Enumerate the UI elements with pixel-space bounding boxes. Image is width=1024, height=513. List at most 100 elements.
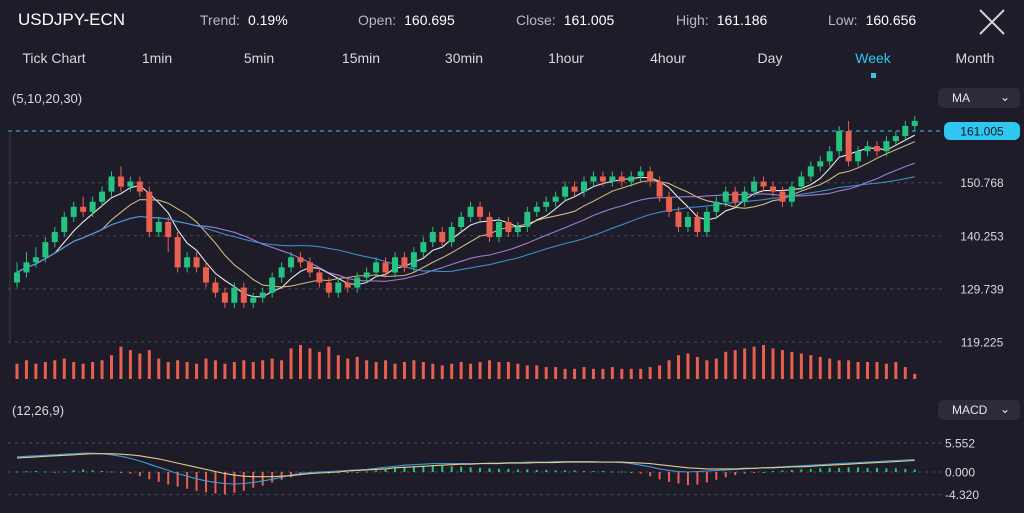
volume-bar [261, 360, 265, 379]
tab-5min[interactable]: 5min [243, 50, 275, 66]
ma-params: (5,10,20,30) [12, 91, 83, 106]
macd-histogram-bar [460, 466, 463, 472]
tab-15min[interactable]: 15min [341, 50, 381, 66]
candle-body [713, 201, 720, 212]
candle-body [628, 176, 635, 182]
macd-histogram-bar [809, 468, 812, 472]
tab-tick-chart[interactable]: Tick Chart [22, 50, 86, 66]
tab-1min[interactable]: 1min [141, 50, 173, 66]
trend-label: Trend: [200, 12, 240, 28]
candle-body [61, 216, 68, 233]
candle-body [590, 176, 597, 182]
macd-histogram-bar [686, 472, 689, 486]
candle-body [155, 221, 162, 233]
volume-bar [365, 360, 369, 379]
candle-body [354, 277, 361, 288]
candle-body [618, 176, 625, 182]
candle-body [146, 191, 153, 233]
candle-body [845, 131, 852, 162]
volume-bar [176, 360, 180, 379]
volume-bar [629, 368, 633, 379]
candle-body [533, 206, 540, 212]
volume-bar [34, 363, 38, 379]
close-value: 161.005 [563, 12, 615, 28]
volume-bar [43, 362, 47, 379]
macd-histogram-bar [119, 472, 122, 473]
price-axis: 161.005 150.768 140.253 129.739 119.225 5.552… [944, 122, 1020, 502]
volume-bar [837, 360, 841, 379]
candle-body [297, 257, 304, 263]
volume-bar [620, 368, 624, 379]
active-tab-indicator [871, 73, 876, 78]
ma-indicator-select[interactable]: MA ⌄ [938, 88, 1020, 108]
macd-histogram-bar [25, 471, 28, 473]
volume-bar [856, 362, 860, 379]
candle-body [911, 120, 918, 126]
candle-body [684, 216, 691, 227]
candle-body [581, 181, 587, 192]
macd-histogram-bar [422, 465, 425, 472]
candle-body [174, 237, 181, 268]
close-icon[interactable] [976, 6, 1008, 38]
ma5-line [16, 134, 915, 298]
tab-month[interactable]: Month [955, 50, 995, 66]
volume-bar [828, 358, 832, 379]
macd-histogram-bar [724, 472, 727, 478]
volume-bar [232, 362, 236, 379]
timeframe-tabs: Tick Chart 1min 5min 15min 30min 1hour 4… [0, 50, 1024, 76]
volume-bar [346, 358, 350, 379]
candle-body [703, 211, 710, 233]
volume-bar [308, 348, 312, 379]
macd-histogram-bar [904, 468, 907, 472]
candle-body [165, 221, 172, 238]
volume-bar [573, 368, 577, 379]
macd-histogram-bar [554, 470, 557, 472]
price-tick-label: 119.225 [961, 336, 1004, 350]
candle-body [392, 257, 398, 273]
volume-bar [270, 358, 274, 379]
volume-bar [128, 350, 132, 379]
tab-week[interactable]: Week [855, 50, 891, 66]
macd-tick-label: 5.552 [945, 437, 975, 451]
macd-histogram-bar [715, 472, 718, 480]
volume-bar [223, 363, 227, 379]
macd-indicator-select[interactable]: MACD ⌄ [938, 400, 1020, 420]
tab-day[interactable]: Day [757, 50, 783, 66]
macd-histogram-bar [346, 472, 349, 474]
volume-bar [497, 362, 501, 379]
current-price-label: 161.005 [960, 125, 1004, 139]
low-stat: Low: 160.656 [828, 12, 916, 28]
volume-bar [780, 350, 784, 379]
volume-bar [440, 365, 444, 379]
candle-body [269, 277, 276, 293]
macd-params: (12,26,9) [12, 403, 65, 418]
candle-body [401, 257, 408, 268]
volume-bar [355, 356, 359, 379]
macd-histogram-bar [72, 470, 75, 472]
volume-bar [195, 363, 199, 379]
macd-histogram-bar [592, 470, 595, 472]
tab-1hour[interactable]: 1hour [548, 50, 584, 66]
tab-4hour[interactable]: 4hour [650, 50, 686, 66]
macd-histogram-bar [412, 466, 415, 472]
candle-body [694, 216, 701, 233]
macd-histogram-bar [403, 466, 406, 472]
candle-body [136, 181, 143, 192]
candle-body [552, 196, 559, 202]
macd-histogram-bar [365, 471, 368, 473]
macd-histogram-bar [828, 467, 831, 472]
candle-body [599, 176, 606, 182]
candle-body [892, 136, 899, 142]
macd-histogram-bar [639, 472, 642, 474]
volume-bar [15, 363, 19, 379]
volume-bar [601, 368, 605, 379]
candle-body [486, 216, 493, 238]
candle-body [325, 282, 332, 293]
open-value: 160.695 [404, 12, 455, 28]
macd-histogram-bar [649, 472, 652, 477]
volume-bar [147, 350, 151, 379]
volume-bar [516, 363, 520, 379]
price-tick-label: 129.739 [960, 282, 1004, 296]
tab-30min[interactable]: 30min [444, 50, 484, 66]
